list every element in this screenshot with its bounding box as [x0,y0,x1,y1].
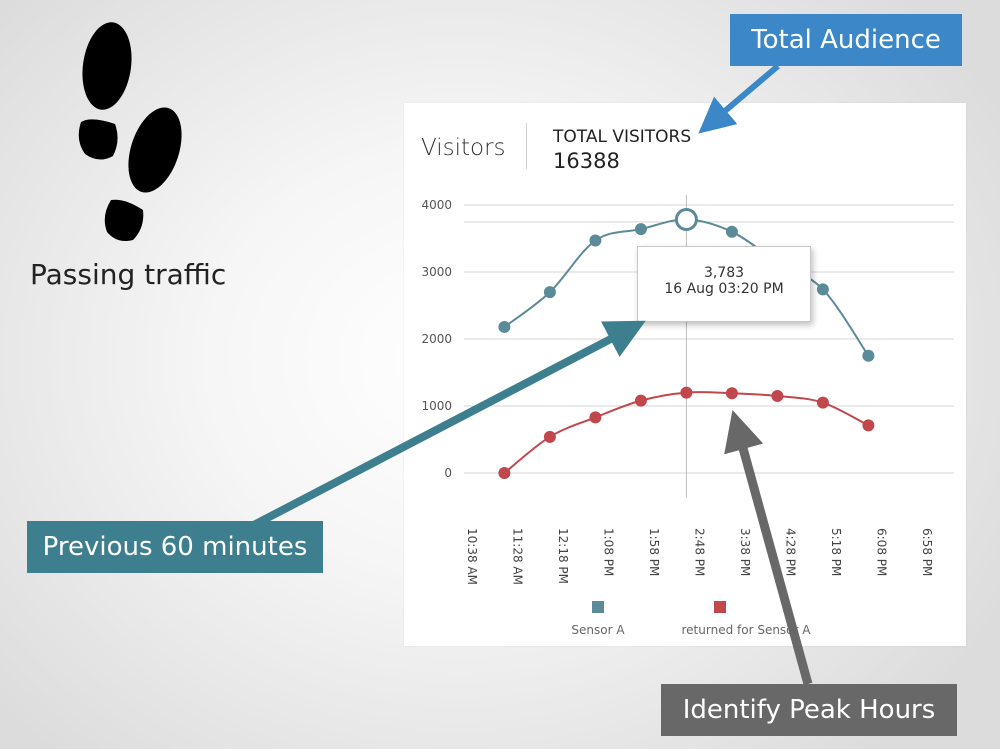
previous-60-minutes-callout: Previous 60 minutes [27,521,323,573]
identify-peak-hours-callout: Identify Peak Hours [661,684,957,736]
data-point[interactable] [498,320,511,333]
chart-tooltip: 3,783 16 Aug 03:20 PM [637,246,811,322]
data-point[interactable] [862,419,875,432]
passing-traffic-label: Passing traffic [30,258,227,291]
data-point[interactable] [816,396,829,409]
data-point[interactable] [862,349,875,362]
x-tick-label: 5:18 PM [829,528,843,576]
tooltip-time: 16 Aug 03:20 PM [664,281,784,297]
data-point[interactable] [589,234,602,247]
legend-label: Sensor A [571,623,625,637]
total-audience-callout: Total Audience [730,14,962,66]
highlight-point[interactable] [674,208,698,232]
x-tick-label: 3:38 PM [738,528,752,576]
data-point[interactable] [589,411,602,424]
title-divider [526,123,527,169]
x-tick-label: 11:28 AM [511,528,525,585]
x-tick-label: 12:18 PM [556,528,570,584]
x-tick-label: 6:08 PM [875,528,889,576]
y-tick-label: 2000 [421,332,452,346]
x-tick-label: 4:28 PM [784,528,798,576]
data-point[interactable] [498,467,511,479]
visitors-card: Visitors TOTAL VISITORS 16388 0 1000 2000 3… [404,103,966,646]
y-tick-label: 4000 [421,198,452,212]
data-point[interactable] [634,394,647,407]
data-point[interactable] [725,387,738,400]
data-point[interactable] [816,283,829,296]
x-tick-label: 2:48 PM [693,528,707,576]
y-tick-label: 1000 [421,399,452,413]
total-visitors-value: 16388 [553,149,620,173]
legend-label: returned for Sensor A [682,623,812,637]
total-visitors-label: TOTAL VISITORS [553,127,692,147]
visitors-line-chart[interactable]: 0 1000 2000 3000 4000 10:38 AM 11:28 AM 12:18 P… [404,103,966,646]
x-tick-label: 1:08 PM [602,528,616,576]
card-title: Visitors [421,135,506,161]
data-point[interactable] [771,389,784,402]
legend-swatch [592,601,604,613]
y-tick-label: 0 [444,466,452,480]
x-tick-label: 6:58 PM [920,528,934,576]
x-tick-label: 10:38 AM [465,528,479,585]
legend-swatch [714,601,726,613]
footprints-icon [78,22,182,241]
data-point[interactable] [543,430,556,443]
x-tick-label: 1:58 PM [647,528,661,576]
tooltip-value: 3,783 [703,265,745,281]
y-tick-label: 3000 [421,265,452,279]
data-point[interactable] [543,286,556,299]
data-point[interactable] [634,223,647,236]
data-point[interactable] [725,225,738,238]
data-point[interactable] [680,386,693,399]
